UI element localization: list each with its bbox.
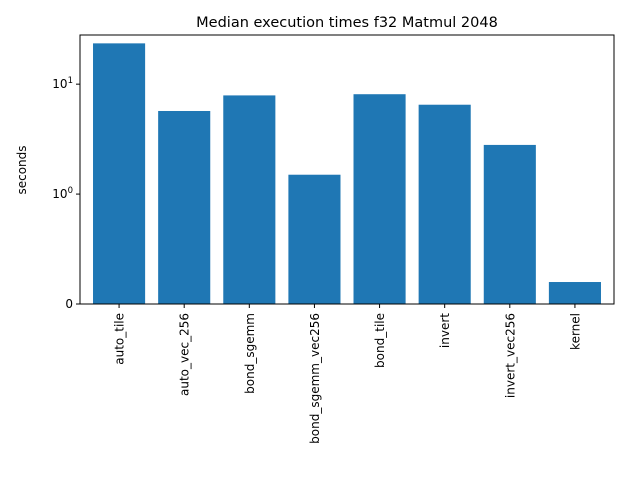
y-tick-label: 0 [65,297,73,311]
bar-bond_tile [353,94,406,305]
x-tick-label: bond_sgemm_vec256 [308,313,322,444]
x-tick-label: invert_vec256 [503,313,517,398]
x-tick-label: bond_sgemm [243,313,257,394]
x-ticks-group: auto_tile auto_vec_256 bond_sgemm bond_sgem… [113,304,582,444]
bar-kernel [548,282,601,304]
x-tick-label: kernel [568,313,582,350]
bar-bond_sgemm [223,95,276,304]
y-tick-label: 101 [52,76,73,91]
x-tick-label: auto_tile [113,313,127,365]
bar-invert [418,104,471,304]
x-tick-label: invert [438,313,452,348]
bar-auto_tile [93,43,146,305]
y-ticks-group: 0 100 101 [52,76,80,311]
plot-frame [79,34,615,305]
chart-title: Median execution times f32 Matmul 2048 [196,15,498,31]
bar-auto_vec_256 [158,110,211,305]
x-tick-label: bond_tile [373,313,387,368]
bar-invert_vec256 [483,144,536,304]
y-tick-label: 100 [52,186,73,201]
x-tick-label: auto_vec_256 [178,313,192,396]
bar-bond_sgemm_vec256 [288,174,341,304]
bars-group [93,43,601,305]
y-axis-label: seconds [15,145,29,194]
